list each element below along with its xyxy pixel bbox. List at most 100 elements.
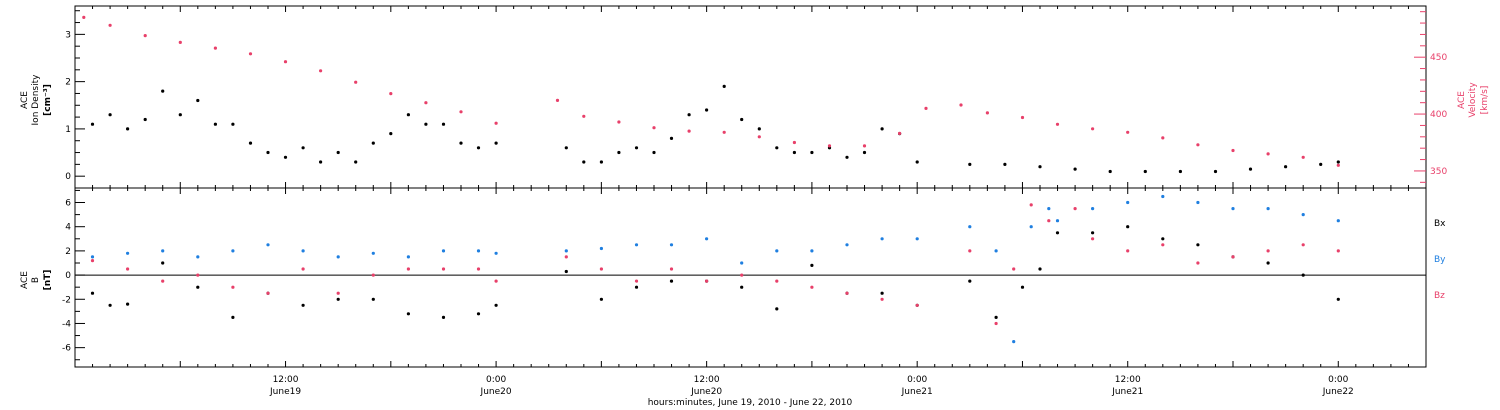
- point-bz: [161, 279, 165, 283]
- point-velocity: [862, 144, 867, 148]
- point-bx: [1161, 237, 1165, 241]
- point-by: [371, 251, 375, 255]
- point-bx: [1126, 225, 1130, 229]
- point-ion-density: [301, 146, 305, 150]
- point-ion-density: [476, 146, 481, 150]
- point-by: [599, 246, 604, 251]
- point-velocity: [108, 23, 112, 27]
- point-ion-density: [283, 155, 288, 159]
- point-by: [1029, 225, 1033, 229]
- point-by: [634, 243, 639, 247]
- point-bz: [231, 285, 235, 289]
- point-bx: [441, 315, 446, 319]
- point-velocity: [143, 34, 147, 38]
- point-bz: [494, 279, 498, 283]
- point-velocity: [722, 130, 726, 134]
- point-velocity: [985, 111, 990, 115]
- top-left-axis-label-line3: [cm⁻³]: [43, 84, 53, 116]
- point-velocity: [1055, 122, 1060, 126]
- point-ion-density: [143, 117, 147, 122]
- point-by: [810, 249, 814, 253]
- x-tick-label: 12:00: [1115, 375, 1141, 385]
- point-bx: [301, 303, 305, 307]
- point-bx: [740, 285, 744, 289]
- point-velocity: [1091, 127, 1095, 131]
- point-bz: [441, 267, 446, 271]
- point-ion-density: [740, 117, 744, 122]
- point-by: [1047, 207, 1051, 211]
- point-ion-density: [1213, 169, 1218, 174]
- point-by: [1266, 207, 1270, 211]
- legend-by: By: [1434, 255, 1446, 265]
- point-bz: [1336, 249, 1340, 253]
- point-ion-density: [775, 146, 779, 150]
- point-by: [196, 255, 200, 259]
- point-ion-density: [705, 108, 709, 112]
- point-velocity: [924, 106, 928, 110]
- bottom-panel-frame: [74, 187, 1427, 368]
- point-by: [705, 237, 709, 241]
- point-by: [1336, 219, 1340, 223]
- point-bx: [968, 279, 972, 283]
- point-velocity: [354, 80, 358, 84]
- top-right-axis-label-line2: Velocity: [1468, 82, 1478, 118]
- point-by: [915, 237, 919, 241]
- point-bz: [705, 279, 709, 283]
- point-ion-density: [90, 122, 95, 126]
- point-by: [90, 255, 95, 259]
- point-by: [231, 249, 235, 253]
- point-ion-density: [161, 89, 165, 93]
- point-bx: [1020, 285, 1025, 289]
- point-velocity: [178, 40, 182, 45]
- point-ion-density: [1038, 165, 1042, 169]
- point-bx: [669, 279, 674, 283]
- point-bz: [1196, 261, 1200, 265]
- point-by: [880, 237, 884, 241]
- legend-bz: Bz: [1434, 291, 1445, 301]
- point-bx: [1091, 231, 1095, 235]
- point-bx: [810, 263, 814, 267]
- point-ion-density: [336, 150, 340, 155]
- points-layer: [82, 15, 1340, 344]
- point-ion-density: [178, 113, 182, 117]
- point-velocity: [792, 140, 797, 145]
- point-ion-density: [196, 98, 200, 103]
- point-velocity: [1266, 152, 1270, 156]
- bottom-left-axis-label-line2: B: [31, 277, 41, 283]
- point-bz: [196, 273, 200, 277]
- y-tick-label: 1: [65, 125, 71, 135]
- point-bx: [1055, 231, 1060, 235]
- point-bz: [564, 255, 568, 259]
- point-bx: [1038, 267, 1042, 271]
- point-bx: [599, 297, 604, 301]
- point-bz: [880, 297, 884, 301]
- point-by: [775, 249, 779, 253]
- point-by: [994, 249, 998, 253]
- point-by: [1301, 213, 1305, 217]
- point-ion-density: [441, 122, 446, 126]
- top-left-axis-label-line1: ACE: [20, 91, 30, 109]
- legend-bx: Bx: [1434, 219, 1446, 229]
- point-ion-density: [266, 150, 270, 155]
- y-tick-label: -4: [62, 319, 71, 329]
- point-bx: [1196, 243, 1200, 247]
- point-by: [740, 261, 744, 265]
- point-ion-density: [968, 162, 972, 166]
- point-ion-density: [880, 127, 884, 131]
- point-ion-density: [213, 122, 217, 126]
- point-bx: [196, 285, 200, 289]
- point-by: [336, 255, 340, 259]
- point-velocity: [424, 101, 428, 105]
- point-ion-density: [1284, 165, 1288, 169]
- point-bx: [994, 315, 998, 319]
- point-bx: [1336, 297, 1340, 301]
- point-ion-density: [915, 160, 919, 164]
- point-ion-density: [319, 160, 323, 164]
- point-bz: [634, 279, 639, 283]
- point-velocity: [687, 129, 691, 133]
- x-tick-label: 0:00: [907, 375, 927, 385]
- point-bz: [1301, 243, 1305, 247]
- point-ion-density: [354, 160, 358, 164]
- y-tick-label: -6: [62, 344, 71, 354]
- x-tick-label: June22: [1322, 387, 1354, 397]
